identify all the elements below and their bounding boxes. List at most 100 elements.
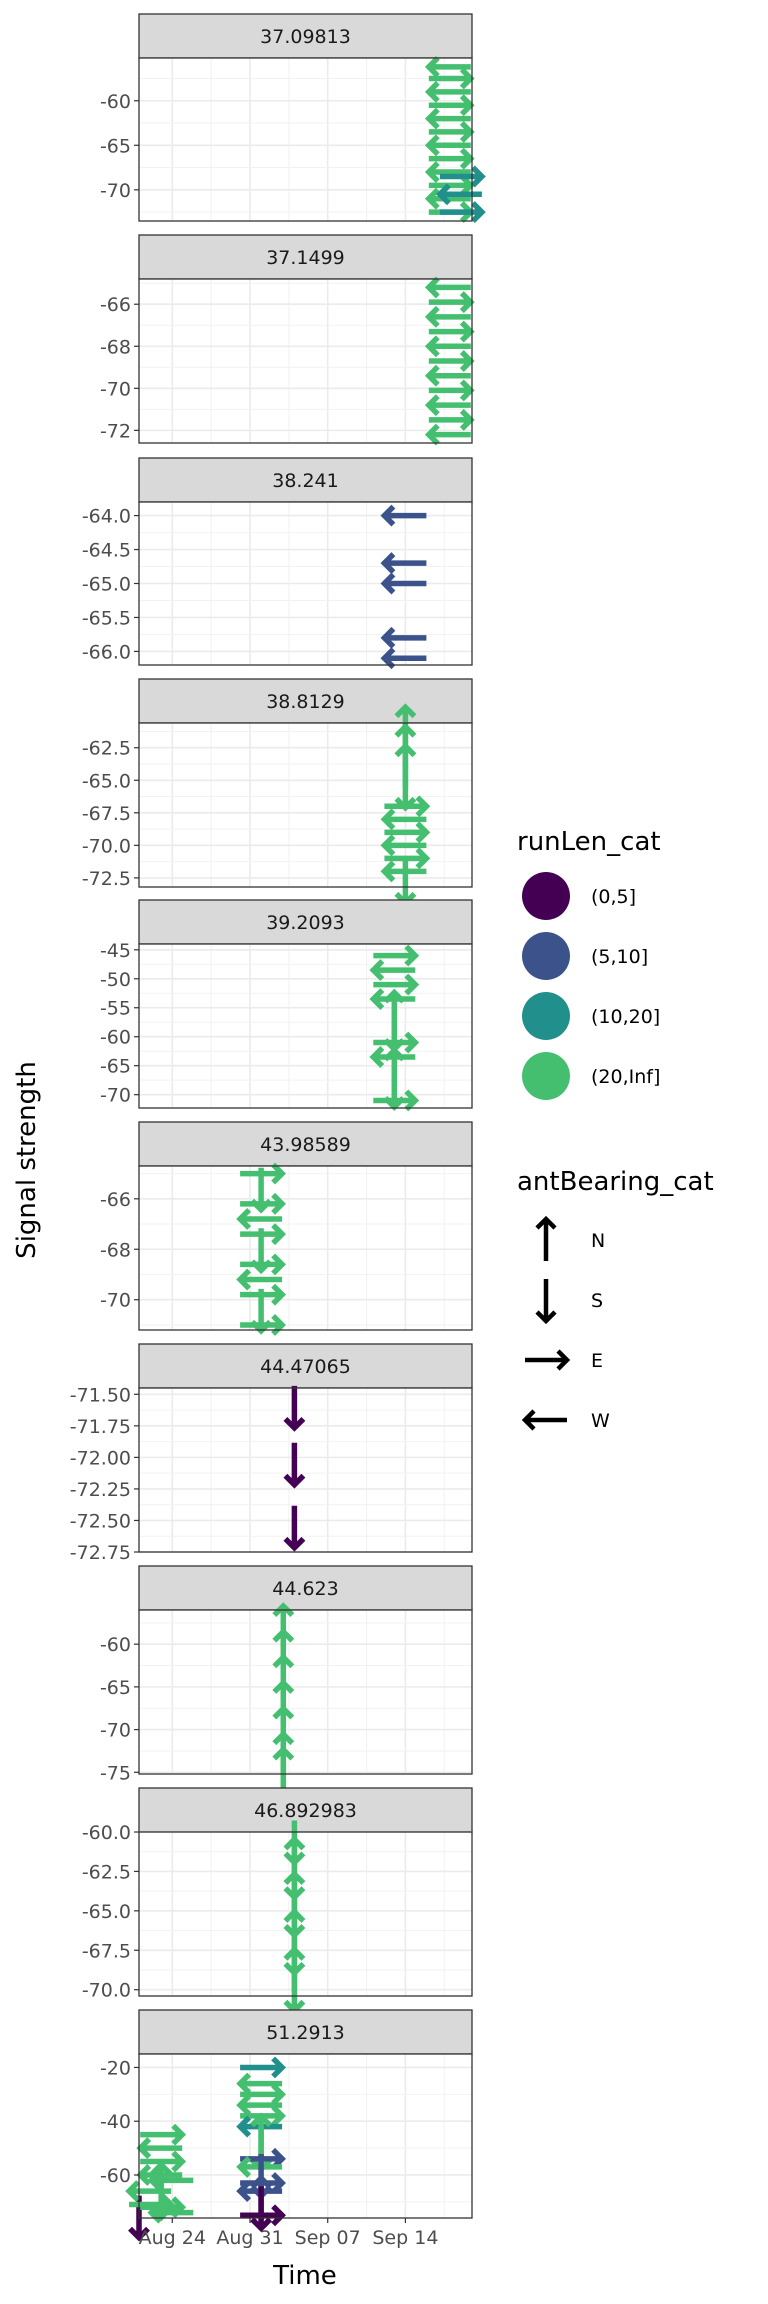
y-tick-label: -65 [100, 1677, 131, 1699]
y-tick-label: -66.0 [82, 641, 131, 663]
y-axis: -66 -68 -70 -72 [100, 294, 139, 442]
y-tick-label: -72.75 [70, 1542, 131, 1564]
facet-panel: 44.47065-71.50-71.75-72.00-72.25-72.50-7… [70, 1343, 473, 1564]
data-point-arrow [424, 134, 471, 157]
panel-border [138, 722, 473, 888]
x-tick-label: Aug 31 [216, 2227, 283, 2249]
data-point-arrow [373, 973, 420, 996]
y-tick-label: -50 [100, 969, 131, 991]
y-tick-label: -55 [100, 998, 131, 1020]
facet-panel: 44.623 -60 -65 -70 -75 [100, 1565, 473, 1792]
facet-strip [138, 678, 473, 724]
legend-label: (10,20] [591, 1006, 660, 1028]
y-tick-label: -71.75 [70, 1416, 131, 1438]
data-point-arrow [380, 626, 427, 649]
data-point-arrow [240, 1314, 286, 1336]
y-tick-label: -62.5 [82, 738, 131, 760]
x-tick-label: Aug 24 [139, 2227, 206, 2249]
grid-lines [139, 1388, 472, 1553]
y-tick-label: -72.25 [70, 1479, 131, 1501]
data-point-arrow [424, 364, 471, 387]
x-tick-label: Sep 07 [295, 2227, 361, 2249]
facet-strip-label: 39.2093 [266, 912, 345, 934]
data-point-arrow [373, 944, 420, 967]
plot-background [139, 279, 472, 443]
data-point-arrow [380, 572, 427, 595]
facet-strip-label: 37.09813 [260, 26, 351, 48]
data-point-arrow [424, 276, 471, 299]
y-axis: -60.0 -62.5 -65.0 -67.5 -70.0 [82, 1822, 139, 2002]
facet-panel: 37.1499 -66 -68 -70 -72 [100, 234, 475, 446]
data-point-arrow [369, 959, 416, 982]
data-points [424, 55, 486, 224]
legend-label: W [591, 1410, 610, 1432]
data-point-arrow [283, 1442, 306, 1489]
data-points [236, 1162, 286, 1336]
y-tick-label: -72 [100, 420, 131, 442]
data-points [369, 944, 420, 1112]
grid-lines [139, 279, 472, 443]
data-point-arrow [240, 1192, 286, 1215]
data-point-arrow [240, 1253, 286, 1276]
data-point-arrow [384, 847, 431, 870]
data-points [125, 2056, 286, 2242]
data-point-arrow [380, 808, 427, 831]
data-point-arrow [236, 1208, 283, 1230]
data-point-arrow [424, 107, 471, 130]
data-point-arrow [384, 821, 431, 844]
y-tick-label: -67.5 [82, 803, 131, 825]
panel-border [138, 278, 473, 444]
data-point-arrow [147, 2169, 194, 2192]
y-tick-label: -64.0 [82, 506, 131, 528]
x-axis: Aug 24 Aug 31 Sep 07 Sep 14 [139, 2218, 438, 2249]
data-point-arrow [380, 834, 427, 857]
data-point-arrow [428, 94, 475, 117]
y-axis: -45 -50 -55 -60 -65 -70 [100, 940, 139, 1107]
y-axis: -71.50 -71.75 -72.00 -72.25 -72.50 -72.75 [70, 1384, 139, 1564]
data-point-arrow [428, 147, 475, 170]
data-point-arrow [428, 379, 475, 402]
data-point-arrow [424, 55, 471, 78]
facet-strip [138, 899, 473, 945]
facet-strip [138, 1787, 473, 1833]
data-point-arrow [424, 80, 471, 103]
data-point-arrow [283, 1505, 306, 1552]
plot-background [139, 1388, 472, 1552]
facet-strip [138, 1343, 473, 1389]
y-tick-label: -70 [100, 180, 131, 202]
facet-strip [138, 457, 473, 503]
data-point-arrow [380, 504, 427, 527]
panel-border [138, 1609, 473, 1775]
x-tick-label: Sep 14 [372, 2227, 438, 2249]
grid-lines [139, 1610, 472, 1774]
facet-strip-label: 44.623 [272, 1578, 338, 1600]
y-tick-label: -64.5 [82, 540, 131, 562]
legend-title-runlen: runLen_cat [517, 827, 661, 857]
facet-strip [138, 1565, 473, 1611]
y-tick-label: -72.00 [70, 1447, 131, 1469]
y-tick-label: -75 [100, 1762, 131, 1784]
y-tick-label: -60.0 [82, 1822, 131, 1844]
data-point-arrow [439, 165, 486, 188]
panel-border [138, 2053, 473, 2219]
legend-key-circle [522, 872, 570, 920]
y-tick-label: -67.5 [82, 1940, 131, 1962]
y-tick-label: -66 [100, 1189, 131, 1211]
y-tick-label: -70 [100, 1720, 131, 1742]
y-tick-label: -71.50 [70, 1384, 131, 1406]
data-point-arrow [373, 1089, 420, 1112]
grid-lines [139, 944, 472, 1108]
panel-border [138, 1165, 473, 1331]
y-axis: -66 -68 -70 [100, 1189, 139, 1312]
y-axis: -60 -65 -70 -75 [100, 1634, 139, 1784]
y-tick-label: -40 [100, 2111, 131, 2133]
legend-label: (5,10] [591, 946, 648, 968]
data-point-arrow [125, 2180, 172, 2203]
y-tick-label: -20 [100, 2057, 131, 2079]
y-tick-label: -60 [100, 91, 131, 113]
facet-strip-label: 38.241 [272, 470, 338, 492]
data-points [380, 504, 427, 670]
x-axis-title: Time [272, 2261, 337, 2291]
y-tick-label: -72.50 [70, 1510, 131, 1532]
y-tick-label: -65 [100, 135, 131, 157]
